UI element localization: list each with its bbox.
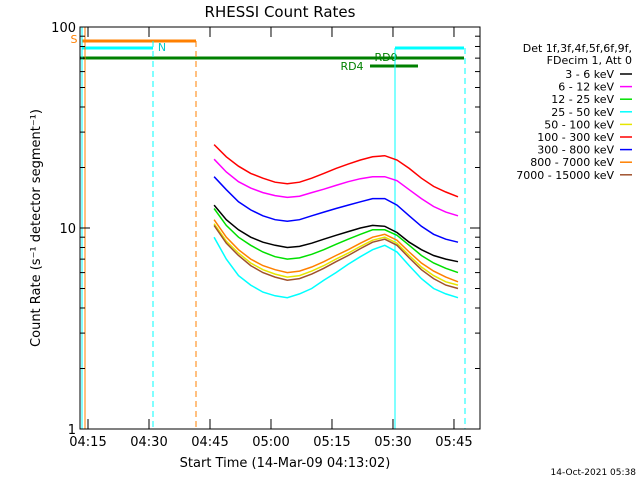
x-tick-label: 05:45 — [435, 435, 472, 450]
timestamp: 14-Oct-2021 05:38 — [551, 468, 637, 478]
legend-label: 50 - 100 keV — [544, 118, 614, 131]
series-line — [213, 236, 459, 299]
legend-label: 100 - 300 keV — [537, 131, 614, 144]
legend-label: 800 - 7000 keV — [530, 156, 614, 169]
x-tick-label: 04:15 — [69, 435, 106, 450]
x-tick-label: 04:30 — [130, 435, 167, 450]
flag-label: N — [158, 41, 166, 54]
series-line — [213, 144, 459, 198]
series-line — [213, 224, 459, 290]
y-tick-label: 100 — [51, 21, 76, 36]
series-line — [213, 223, 459, 286]
flag-label: RD0 — [374, 51, 397, 64]
y-tick-label: 10 — [59, 222, 76, 237]
series-line — [213, 204, 459, 263]
legend-label: 25 - 50 keV — [551, 106, 614, 119]
legend-title: Det 1f,3f,4f,5f,6f,9f, — [523, 42, 632, 55]
legend-label: 6 - 12 keV — [558, 81, 614, 94]
flag-label: S — [71, 33, 78, 46]
y-tick-label: 1 — [68, 423, 76, 438]
series-line — [213, 219, 459, 283]
x-tick-label: 04:45 — [191, 435, 228, 450]
y-axis-label: Count Rate (s⁻¹ detector segment⁻¹) — [29, 109, 44, 347]
legend-title: FDecim 1, Att 0 — [547, 54, 632, 67]
series-line — [213, 176, 459, 243]
x-tick-label: 05:15 — [313, 435, 350, 450]
legend-label: 7000 - 15000 keV — [516, 169, 614, 182]
event-lines — [81, 27, 466, 429]
series-line — [213, 208, 459, 274]
legend-label: 3 - 6 keV — [565, 68, 614, 81]
x-tick-label: 05:00 — [252, 435, 289, 450]
x-axis-label: Start Time (14-Mar-09 04:13:02) — [180, 456, 391, 471]
legend-label: 300 - 800 keV — [537, 144, 614, 157]
x-tick-label: 05:30 — [374, 435, 411, 450]
series-line — [213, 158, 459, 217]
flag-label: RD4 — [340, 60, 363, 73]
chart-title: RHESSI Count Rates — [205, 3, 356, 21]
legend-label: 12 - 25 keV — [551, 93, 614, 106]
flags — [80, 39, 464, 68]
